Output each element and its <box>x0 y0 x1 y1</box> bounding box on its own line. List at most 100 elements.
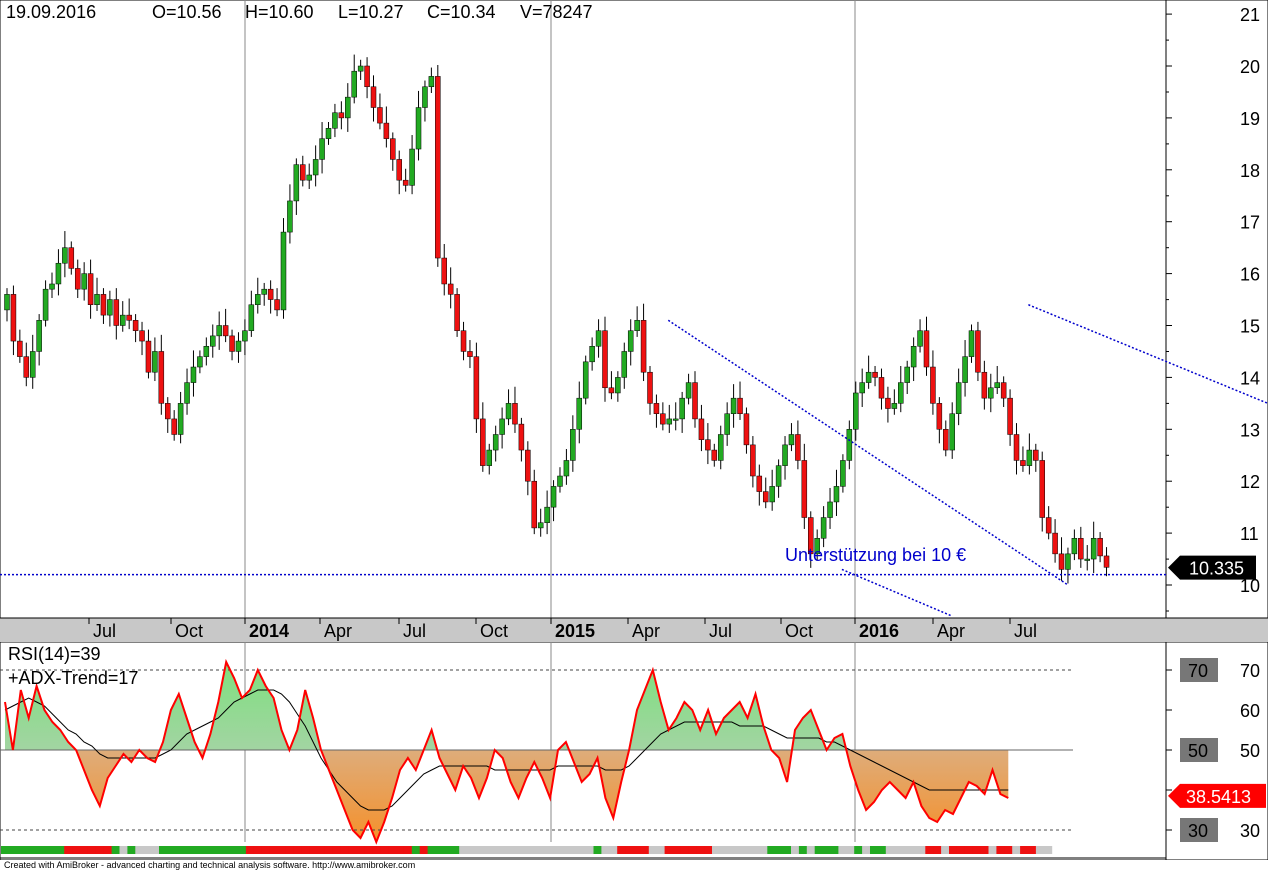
candle <box>467 340 473 369</box>
x-tick-label: Jul <box>403 621 426 641</box>
rsi-chart[interactable]: 304050607070503038.5413 <box>0 642 1268 860</box>
y-tick-label: 12 <box>1240 472 1260 492</box>
trend-bar <box>601 846 610 854</box>
candle-body <box>351 70 357 98</box>
candle <box>107 290 113 327</box>
candle <box>1078 526 1084 568</box>
header-low: L=10.27 <box>338 2 404 22</box>
candle <box>1007 389 1013 446</box>
x-tick-label: Jul <box>1014 621 1037 641</box>
candle <box>81 262 87 301</box>
trend-bar <box>925 846 934 854</box>
trend-bar <box>87 846 97 854</box>
trend-bar <box>174 846 184 854</box>
candle <box>1039 451 1045 532</box>
trend-bar <box>585 846 594 854</box>
trend-bar <box>640 846 650 854</box>
candle <box>357 59 364 81</box>
candle <box>621 342 628 389</box>
candle-body <box>10 294 17 342</box>
candle <box>49 272 55 298</box>
candle <box>717 425 724 470</box>
candle-body <box>435 76 441 259</box>
candle-body <box>576 397 583 430</box>
candle <box>422 80 428 122</box>
x-tick-label: Oct <box>785 621 813 641</box>
candle <box>1065 547 1071 584</box>
trend-bar <box>862 846 871 854</box>
candle-body <box>994 382 1000 389</box>
trend-bar <box>403 846 413 854</box>
trend-bar <box>80 846 89 854</box>
candle-body <box>396 159 402 181</box>
candle <box>1026 433 1033 475</box>
candle-body <box>1045 517 1052 534</box>
candle <box>557 467 563 493</box>
candle-body <box>730 397 737 414</box>
trend-bar <box>253 846 263 854</box>
candle-body <box>184 382 190 404</box>
candle <box>615 371 621 402</box>
trend-bar <box>214 846 223 854</box>
candle-body <box>692 382 698 420</box>
trend-bar <box>498 846 508 854</box>
trend-bar <box>877 846 887 854</box>
price-chart[interactable]: 10 11 12 13 14 15 16 17 18 19 20 21 10.335 Jul Oct 2014… <box>0 0 1268 642</box>
candle <box>248 290 255 337</box>
trend-bar <box>514 846 523 854</box>
candle <box>737 381 743 420</box>
candle-body <box>1026 449 1033 466</box>
candle-body <box>467 351 473 357</box>
last-rsi-marker <box>1168 783 1266 808</box>
candle-body <box>255 294 261 305</box>
trend-bar <box>230 846 239 854</box>
trend-bar <box>238 846 247 854</box>
trend-bar <box>427 846 436 854</box>
candle <box>827 487 833 529</box>
price-plot-frame <box>0 0 1268 619</box>
candle <box>235 332 242 363</box>
trend-bar <box>24 846 34 854</box>
candle-body <box>87 273 94 305</box>
candle <box>274 288 280 317</box>
y-tick-label: 15 <box>1240 317 1260 337</box>
candle-body <box>325 128 332 139</box>
candle-body <box>222 325 229 337</box>
trend-bar <box>956 846 966 854</box>
candle <box>396 150 402 195</box>
candle-body <box>750 444 756 477</box>
candle <box>203 337 210 366</box>
trend-bar <box>633 846 642 854</box>
candle-body <box>621 351 628 378</box>
trend-bar <box>332 846 342 854</box>
trend-bar <box>964 846 974 854</box>
candle-body <box>685 382 692 399</box>
level-box <box>1180 818 1218 842</box>
candle-body <box>640 320 647 373</box>
candle-body <box>280 231 287 311</box>
candle-body <box>428 76 435 88</box>
candle-body <box>943 429 949 451</box>
candle <box>563 449 570 485</box>
candle-body <box>518 423 525 451</box>
candle <box>762 477 769 509</box>
trend-bar <box>490 846 500 854</box>
trend-bar <box>767 846 776 854</box>
candle-body <box>126 314 132 321</box>
trend-bar <box>941 846 950 854</box>
trend-bar <box>577 846 587 854</box>
trend-bar <box>625 846 634 854</box>
candle-body <box>705 439 711 451</box>
candle <box>981 360 988 410</box>
candle-body <box>62 247 68 264</box>
candle <box>1058 537 1065 581</box>
candle <box>62 231 68 278</box>
candle <box>119 301 126 332</box>
trend-bar <box>988 846 997 854</box>
candle <box>679 391 685 433</box>
candle-body <box>293 164 300 202</box>
candle-body <box>666 418 673 425</box>
x-tick-label: Apr <box>324 621 352 641</box>
rsi-y-tick-label: 50 <box>1240 741 1260 761</box>
trend-bar <box>854 846 863 854</box>
